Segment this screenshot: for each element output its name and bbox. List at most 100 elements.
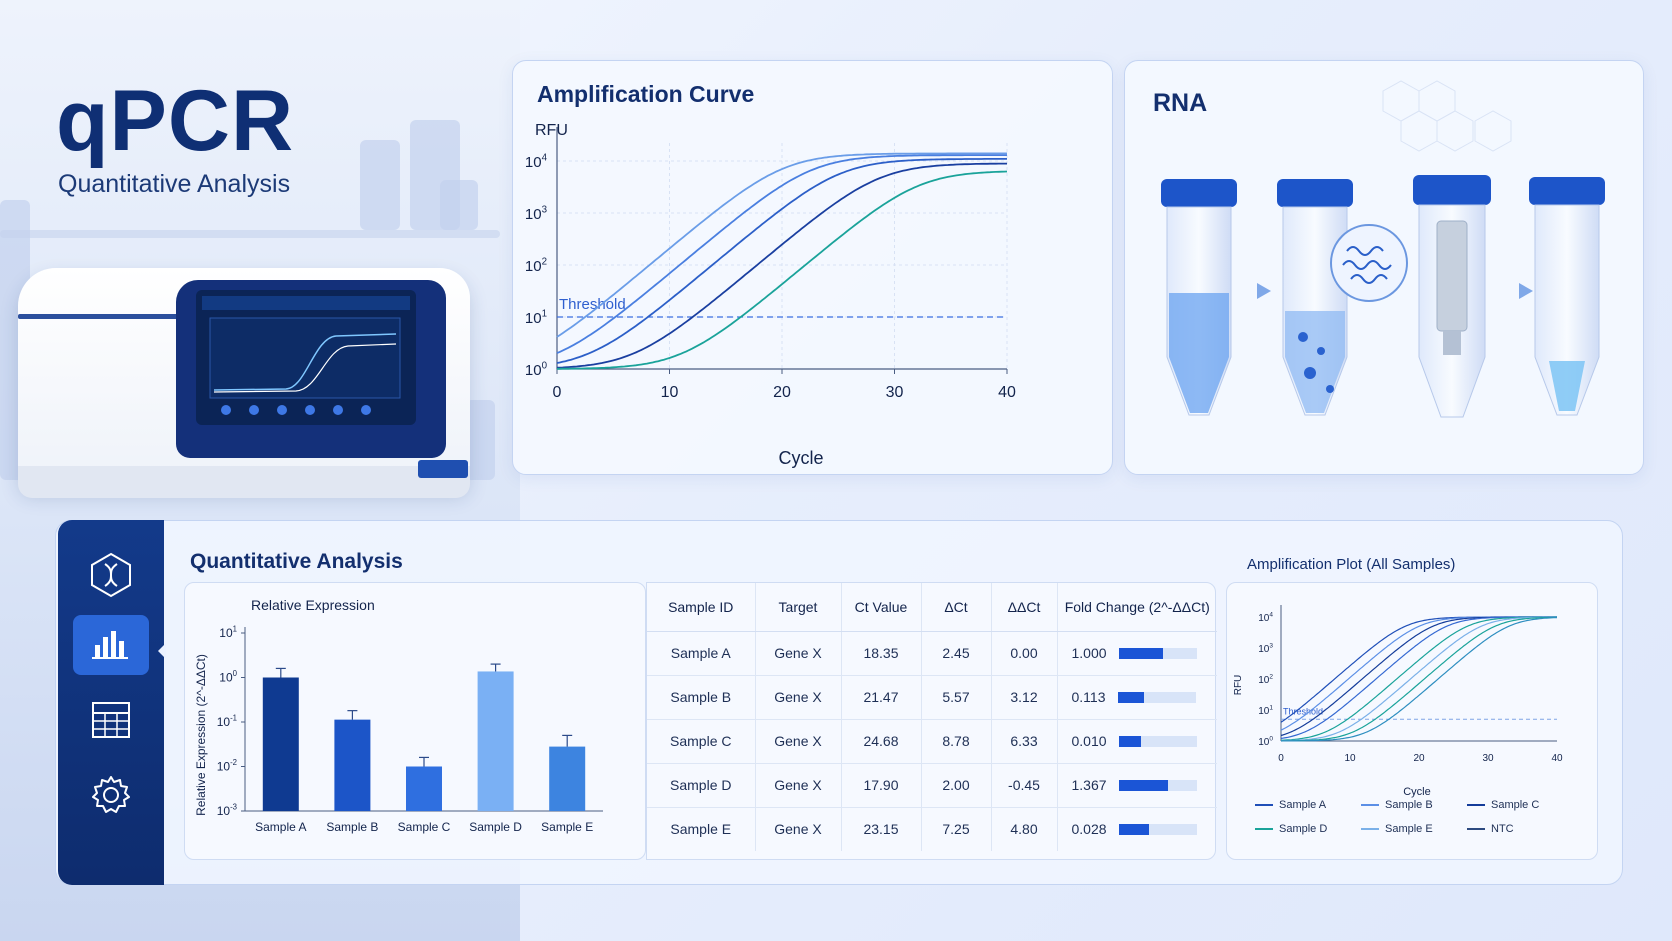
bar-sample-e	[549, 746, 586, 811]
bar-x-tick-label: Sample C	[398, 820, 451, 834]
plot-threshold-label: Threshold	[1283, 706, 1323, 716]
bar-y-tick-label: 100	[219, 669, 237, 684]
cell-sample-id: Sample E	[647, 807, 756, 851]
col-fold-change[interactable]: Fold Change (2^-ΔΔCt)	[1057, 583, 1217, 632]
fold-change-value: 1.367	[1071, 777, 1107, 793]
plot-curve-7	[1281, 616, 1558, 742]
legend-label: Sample C	[1491, 799, 1540, 811]
instrument-stripe	[418, 460, 468, 478]
relative-expression-chart: Relative Expression Relative Expression …	[194, 597, 603, 834]
legend-item[interactable]: Sample C	[1467, 799, 1539, 811]
legend-swatch	[1467, 804, 1485, 806]
plot-y-tick-label: 102	[1258, 674, 1273, 687]
cell-target: Gene X	[755, 675, 842, 720]
plot-y-tick-label: 103	[1258, 643, 1273, 656]
amp-x-tick-label: 40	[998, 384, 1016, 401]
gear-icon	[92, 776, 130, 813]
plot-curve-5	[1280, 616, 1557, 741]
rna-tube-2	[1277, 179, 1408, 416]
legend-item[interactable]: Sample D	[1255, 823, 1327, 835]
table-row[interactable]: Sample D Gene X 17.90 2.00 -0.45 1.367	[647, 763, 1217, 808]
plot-curve-3	[1280, 616, 1557, 737]
legend-item[interactable]: Sample A	[1255, 799, 1326, 811]
nav-table[interactable]	[73, 690, 149, 750]
instrument-slot	[18, 314, 178, 319]
plot-y-axis-label: RFU	[1233, 675, 1244, 696]
cell-ct-value: 17.90	[841, 763, 922, 808]
bar-y-tick-label: 10-2	[217, 758, 237, 773]
lab-bottle	[360, 140, 400, 230]
legend-label: Sample B	[1385, 799, 1433, 811]
col-delta-delta-ct[interactable]: ΔΔCt	[991, 583, 1058, 632]
fold-change-bar	[1118, 735, 1197, 747]
plot-curve-6	[1281, 616, 1557, 742]
legend-swatch	[1467, 828, 1485, 830]
nav-dna[interactable]	[73, 545, 149, 605]
plot-curve-8	[1280, 617, 1557, 742]
amp-curve-4	[556, 162, 1007, 369]
rna-tubes-illustration	[1161, 80, 1605, 418]
legend-swatch	[1255, 828, 1273, 830]
fold-change-bar	[1118, 823, 1197, 835]
amp-x-tick-label: 0	[553, 384, 562, 401]
fold-change-bar-fill	[1118, 647, 1163, 659]
fold-change-bar	[1117, 691, 1196, 703]
nav-settings[interactable]	[73, 765, 149, 825]
table-row[interactable]: Sample B Gene X 21.47 5.57 3.12 0.113	[647, 675, 1217, 720]
col-delta-ct[interactable]: ΔCt	[921, 583, 992, 632]
fold-change-value: 1.000	[1071, 645, 1107, 661]
bar-sample-c	[406, 766, 442, 811]
cell-fold-change: 1.000	[1057, 631, 1217, 676]
cell-delta-ct: 8.78	[921, 719, 992, 764]
plot-x-axis-label: Cycle	[1403, 786, 1431, 798]
col-sample-id[interactable]: Sample ID	[647, 583, 756, 632]
cell-ct-value: 21.47	[841, 675, 922, 720]
legend-swatch	[1361, 828, 1379, 830]
plot-y-tick-label: 100	[1258, 736, 1273, 749]
plot-x-tick-label: 20	[1413, 753, 1425, 764]
fold-change-value: 0.028	[1071, 821, 1107, 838]
qpcr-instrument	[18, 268, 470, 498]
cell-delta-delta-ct: -0.45	[991, 763, 1058, 808]
table-row[interactable]: Sample C Gene X 24.68 8.78 6.33 0.010	[647, 719, 1217, 764]
dashboard-title: Quantitative Analysis	[190, 550, 403, 573]
table-row[interactable]: Sample E Gene X 23.15 7.25 4.80 0.028	[647, 807, 1217, 851]
cell-sample-id: Sample D	[647, 763, 756, 808]
col-ct-value[interactable]: Ct Value	[841, 583, 922, 632]
table-row[interactable]: Sample A Gene X 18.35 2.45 0.00 1.000	[647, 631, 1217, 676]
hero-title: qPCR	[56, 73, 295, 169]
fold-change-wrap: 0.028	[1058, 821, 1218, 837]
amp-y-axis-label: RFU	[535, 122, 568, 139]
amp-y-tick-label: 103	[525, 204, 547, 223]
table-icon	[92, 702, 130, 738]
amplification-plot-title: Amplification Plot (All Samples)	[1247, 556, 1456, 573]
amp-x-tick-label: 10	[661, 384, 679, 401]
cell-ct-value: 24.68	[841, 719, 922, 764]
amp-curve-1	[556, 152, 1007, 338]
cell-sample-id: Sample A	[647, 631, 756, 676]
bar-x-tick-label: Sample E	[541, 820, 593, 834]
cell-delta-ct: 2.00	[921, 763, 992, 808]
cell-sample-id: Sample C	[647, 719, 756, 764]
rna-column-tube	[1413, 175, 1491, 418]
amplification-curve-card: Amplification Curve RFU Cycle 100 101 102 1…	[512, 60, 1113, 475]
amp-x-tick-label: 20	[773, 384, 791, 401]
cell-fold-change: 1.367	[1057, 763, 1217, 808]
nav-bar-chart[interactable]	[73, 615, 149, 675]
amplification-plot-chart: RFU Cycle 104 103 102 101 100 0 10 20 30 40 Thresh…	[1233, 605, 1563, 798]
purified-rna-tube	[1529, 177, 1605, 416]
plot-x-tick-label: 30	[1482, 753, 1494, 764]
amp-y-tick-label: 101	[525, 308, 547, 327]
cell-delta-delta-ct: 3.12	[991, 675, 1058, 720]
legend-swatch	[1255, 804, 1273, 806]
col-target[interactable]: Target	[755, 583, 842, 632]
plot-y-tick-label: 101	[1258, 705, 1273, 718]
results-table-panel: Sample ID Target Ct Value ΔCt ΔΔCt Fold …	[646, 582, 1217, 860]
plot-y-tick-label: 104	[1258, 612, 1273, 625]
fold-change-bar-fill	[1118, 735, 1142, 747]
legend-item[interactable]: Sample B	[1361, 799, 1433, 811]
fold-change-bar-fill	[1117, 691, 1145, 703]
legend-item[interactable]: NTC	[1467, 823, 1514, 835]
rna-title: RNA	[1153, 89, 1208, 117]
legend-item[interactable]: Sample E	[1361, 823, 1433, 835]
